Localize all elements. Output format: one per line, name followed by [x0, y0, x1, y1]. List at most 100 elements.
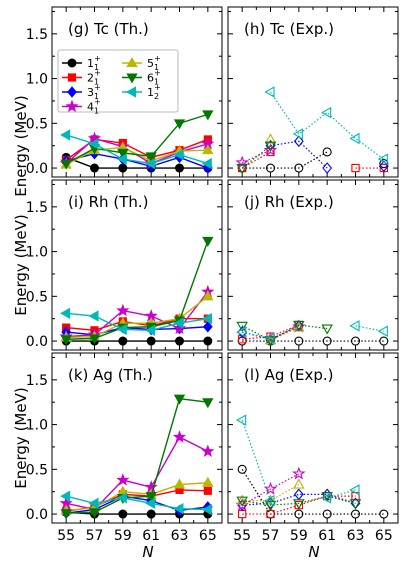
data-point	[264, 141, 277, 152]
series	[60, 307, 212, 336]
series-line	[241, 324, 328, 341]
y-tick-label: 1.5	[26, 200, 48, 216]
data-point	[379, 509, 389, 519]
x-tick-label: 57	[262, 528, 280, 544]
data-point	[173, 503, 184, 515]
data-point	[322, 509, 332, 519]
data-point	[118, 336, 128, 346]
data-point	[378, 160, 389, 173]
x-tick-label: 63	[171, 528, 189, 544]
data-point	[237, 336, 247, 346]
data-point	[321, 324, 333, 335]
data-point	[90, 163, 99, 173]
series-line	[66, 482, 208, 512]
panel-label: (i) Rh (Th.)	[68, 193, 148, 211]
series-line	[270, 140, 328, 169]
series-line	[66, 295, 209, 339]
x-tick-label: 63	[347, 528, 365, 544]
series-line	[65, 495, 208, 511]
legend-swatch-marker	[126, 73, 138, 84]
data-point	[292, 128, 303, 140]
series	[59, 284, 215, 343]
data-point	[116, 303, 130, 317]
panel-label: (l) Ag (Exp.)	[244, 366, 334, 384]
legend-item: 61+	[122, 69, 161, 87]
legend-label: 61+	[147, 69, 161, 87]
x-axis-label: N	[142, 543, 153, 561]
y-tick-label: 1.5	[26, 27, 48, 43]
series	[60, 490, 212, 516]
series-line	[270, 91, 385, 160]
data-point	[238, 509, 247, 519]
data-point	[294, 509, 304, 519]
data-point	[60, 129, 71, 141]
data-point	[293, 499, 305, 510]
panel-label: (j) Rh (Exp.)	[244, 193, 334, 211]
data-point	[60, 490, 71, 502]
chart-panel: (h) Tc (Exp.)	[227, 6, 399, 178]
legend-item: 12+	[122, 83, 161, 101]
x-tick-label: 65	[375, 528, 393, 544]
y-axis-label: Energy (MeV)	[12, 387, 30, 488]
panel-label: (g) Tc (Th.)	[68, 20, 149, 38]
data-point	[237, 464, 247, 474]
data-point	[236, 496, 248, 507]
data-point	[88, 508, 101, 519]
y-tick-label: 1.5	[26, 373, 48, 389]
data-point	[264, 494, 277, 505]
series	[60, 129, 212, 170]
series-line	[65, 153, 209, 169]
data-point	[264, 336, 277, 347]
legend-label: 21+	[87, 69, 101, 87]
data-point	[293, 135, 304, 148]
data-point	[264, 332, 275, 345]
chart-panel: (j) Rh (Exp.)	[227, 179, 399, 351]
x-axis-label: N	[308, 543, 319, 561]
data-point	[379, 336, 389, 346]
data-point	[173, 148, 184, 161]
series	[236, 141, 277, 175]
series-line	[242, 331, 271, 339]
series-line	[65, 113, 209, 165]
data-point	[202, 236, 214, 247]
series-line	[270, 326, 300, 340]
series-line	[65, 156, 208, 169]
series	[237, 147, 389, 173]
data-point	[236, 321, 248, 332]
series	[60, 394, 214, 520]
y-tick-label: 1.0	[26, 245, 48, 261]
data-point	[292, 466, 306, 480]
data-point	[293, 320, 305, 332]
data-point	[146, 509, 156, 519]
data-point	[201, 313, 212, 325]
data-point	[145, 152, 157, 163]
data-point	[173, 317, 184, 329]
series	[60, 110, 214, 170]
data-point	[293, 488, 304, 501]
data-point	[293, 478, 305, 489]
data-point	[201, 157, 212, 170]
data-point	[322, 162, 333, 174]
data-point	[322, 147, 332, 157]
legend-item: 11+	[62, 54, 101, 72]
data-point	[349, 132, 360, 145]
data-point	[145, 157, 156, 170]
series-line	[241, 468, 384, 515]
x-tick-label: 57	[86, 528, 104, 544]
series-line	[241, 145, 271, 169]
data-point	[202, 110, 214, 121]
data-point	[263, 481, 278, 495]
legend-label: 12+	[147, 83, 161, 101]
series-line	[66, 240, 209, 340]
y-axis-label: Energy (MeV)	[12, 214, 30, 315]
series-line	[327, 489, 356, 499]
series-line	[241, 419, 272, 501]
data-point	[351, 163, 360, 173]
data-point	[294, 163, 304, 173]
data-point	[201, 503, 212, 516]
series-line	[242, 495, 356, 515]
y-axis-label: Energy (MeV)	[12, 95, 30, 196]
y-tick-label: 0.5	[26, 116, 48, 132]
x-tick-label: 65	[199, 528, 217, 544]
data-point	[88, 138, 99, 150]
